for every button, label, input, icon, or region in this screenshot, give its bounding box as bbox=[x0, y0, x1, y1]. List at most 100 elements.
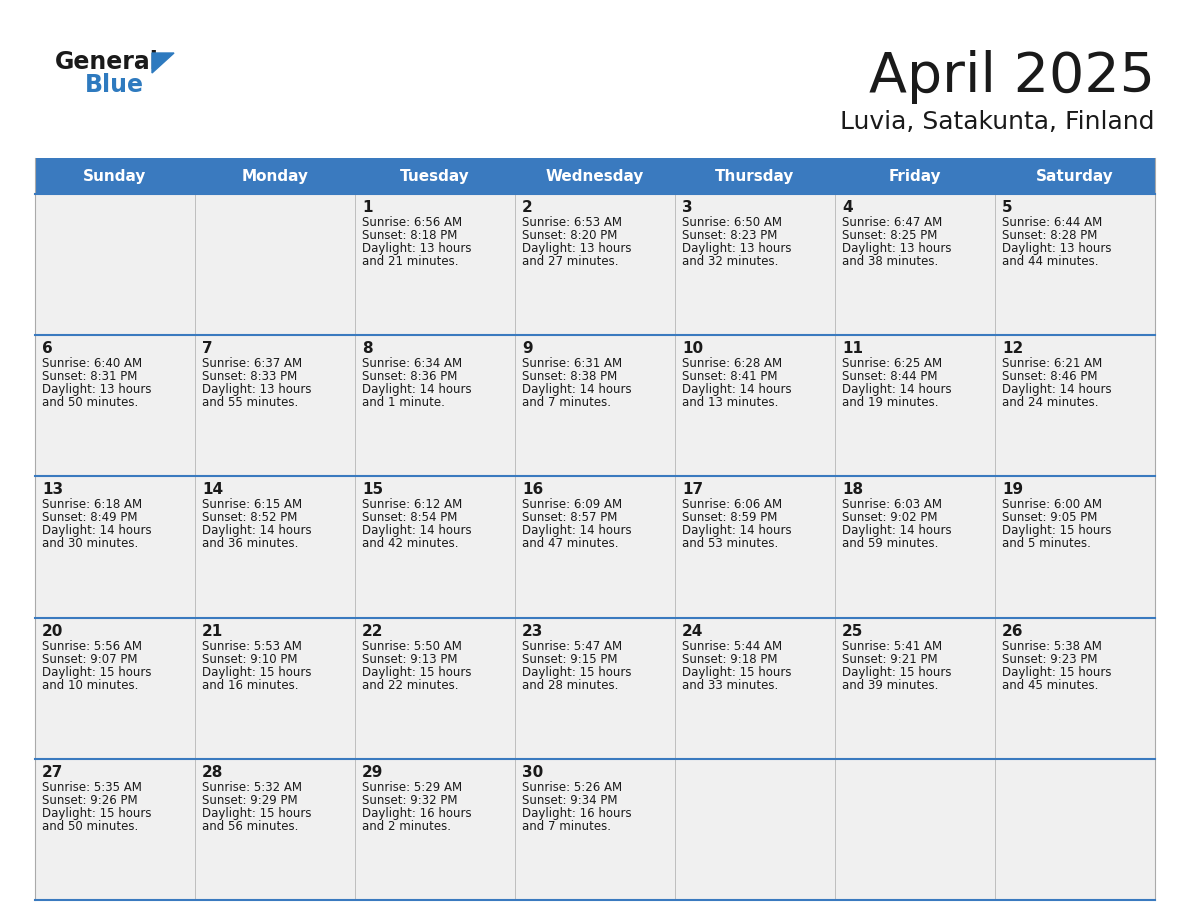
Text: and 5 minutes.: and 5 minutes. bbox=[1001, 537, 1091, 551]
Text: and 32 minutes.: and 32 minutes. bbox=[682, 255, 778, 268]
Text: Sunset: 8:20 PM: Sunset: 8:20 PM bbox=[522, 229, 618, 242]
Text: Sunrise: 5:50 AM: Sunrise: 5:50 AM bbox=[362, 640, 462, 653]
Text: Sunset: 8:23 PM: Sunset: 8:23 PM bbox=[682, 229, 777, 242]
Text: Sunset: 9:29 PM: Sunset: 9:29 PM bbox=[202, 794, 298, 807]
Text: Sunset: 8:18 PM: Sunset: 8:18 PM bbox=[362, 229, 457, 242]
Text: Sunset: 9:23 PM: Sunset: 9:23 PM bbox=[1001, 653, 1098, 666]
Text: Daylight: 14 hours: Daylight: 14 hours bbox=[202, 524, 311, 537]
Text: and 22 minutes.: and 22 minutes. bbox=[362, 678, 459, 691]
Text: Sunrise: 5:56 AM: Sunrise: 5:56 AM bbox=[42, 640, 143, 653]
Text: 21: 21 bbox=[202, 623, 223, 639]
Text: Sunset: 8:46 PM: Sunset: 8:46 PM bbox=[1001, 370, 1098, 383]
Text: 6: 6 bbox=[42, 341, 52, 356]
Text: and 21 minutes.: and 21 minutes. bbox=[362, 255, 459, 268]
Text: Sunrise: 6:06 AM: Sunrise: 6:06 AM bbox=[682, 498, 782, 511]
Text: Sunset: 8:41 PM: Sunset: 8:41 PM bbox=[682, 370, 777, 383]
Text: Daylight: 14 hours: Daylight: 14 hours bbox=[42, 524, 152, 537]
Text: Daylight: 13 hours: Daylight: 13 hours bbox=[842, 242, 952, 255]
Text: Sunrise: 5:38 AM: Sunrise: 5:38 AM bbox=[1001, 640, 1102, 653]
Text: 3: 3 bbox=[682, 200, 693, 215]
Text: Sunset: 9:32 PM: Sunset: 9:32 PM bbox=[362, 794, 457, 807]
Text: 2: 2 bbox=[522, 200, 532, 215]
Text: Daylight: 15 hours: Daylight: 15 hours bbox=[522, 666, 632, 678]
Text: and 55 minutes.: and 55 minutes. bbox=[202, 397, 298, 409]
Text: Daylight: 13 hours: Daylight: 13 hours bbox=[362, 242, 472, 255]
Text: Sunrise: 6:00 AM: Sunrise: 6:00 AM bbox=[1001, 498, 1102, 511]
Text: Sunrise: 5:35 AM: Sunrise: 5:35 AM bbox=[42, 781, 141, 794]
Text: Sunset: 8:31 PM: Sunset: 8:31 PM bbox=[42, 370, 138, 383]
Text: and 16 minutes.: and 16 minutes. bbox=[202, 678, 298, 691]
Text: 13: 13 bbox=[42, 482, 63, 498]
Text: Sunset: 8:36 PM: Sunset: 8:36 PM bbox=[362, 370, 457, 383]
Text: Sunset: 8:28 PM: Sunset: 8:28 PM bbox=[1001, 229, 1098, 242]
Text: and 33 minutes.: and 33 minutes. bbox=[682, 678, 778, 691]
Text: Daylight: 14 hours: Daylight: 14 hours bbox=[522, 524, 632, 537]
Text: Sunset: 8:54 PM: Sunset: 8:54 PM bbox=[362, 511, 457, 524]
Text: Daylight: 15 hours: Daylight: 15 hours bbox=[842, 666, 952, 678]
Text: Daylight: 16 hours: Daylight: 16 hours bbox=[362, 807, 472, 820]
Text: Daylight: 13 hours: Daylight: 13 hours bbox=[522, 242, 632, 255]
Text: Sunrise: 6:15 AM: Sunrise: 6:15 AM bbox=[202, 498, 302, 511]
Text: and 50 minutes.: and 50 minutes. bbox=[42, 397, 138, 409]
Text: Sunset: 9:13 PM: Sunset: 9:13 PM bbox=[362, 653, 457, 666]
Text: 29: 29 bbox=[362, 765, 384, 779]
Text: Sunset: 8:33 PM: Sunset: 8:33 PM bbox=[202, 370, 297, 383]
Text: 18: 18 bbox=[842, 482, 864, 498]
Text: Wednesday: Wednesday bbox=[545, 169, 644, 184]
Text: Sunset: 8:38 PM: Sunset: 8:38 PM bbox=[522, 370, 618, 383]
Text: and 45 minutes.: and 45 minutes. bbox=[1001, 678, 1099, 691]
Text: Saturday: Saturday bbox=[1036, 169, 1114, 184]
Text: Daylight: 15 hours: Daylight: 15 hours bbox=[202, 666, 311, 678]
Text: 12: 12 bbox=[1001, 341, 1023, 356]
Text: Daylight: 14 hours: Daylight: 14 hours bbox=[682, 524, 791, 537]
Text: and 36 minutes.: and 36 minutes. bbox=[202, 537, 298, 551]
Text: 26: 26 bbox=[1001, 623, 1024, 639]
Text: and 19 minutes.: and 19 minutes. bbox=[842, 397, 939, 409]
Text: Sunrise: 6:09 AM: Sunrise: 6:09 AM bbox=[522, 498, 623, 511]
Text: Sunset: 9:07 PM: Sunset: 9:07 PM bbox=[42, 653, 138, 666]
Text: Daylight: 14 hours: Daylight: 14 hours bbox=[522, 383, 632, 397]
Text: 27: 27 bbox=[42, 765, 63, 779]
Text: Sunday: Sunday bbox=[83, 169, 146, 184]
Text: 19: 19 bbox=[1001, 482, 1023, 498]
Text: Sunset: 8:25 PM: Sunset: 8:25 PM bbox=[842, 229, 937, 242]
Text: Sunrise: 6:12 AM: Sunrise: 6:12 AM bbox=[362, 498, 462, 511]
Text: Daylight: 15 hours: Daylight: 15 hours bbox=[42, 666, 152, 678]
Text: Sunrise: 5:53 AM: Sunrise: 5:53 AM bbox=[202, 640, 302, 653]
Text: and 53 minutes.: and 53 minutes. bbox=[682, 537, 778, 551]
Text: and 59 minutes.: and 59 minutes. bbox=[842, 537, 939, 551]
Text: and 47 minutes.: and 47 minutes. bbox=[522, 537, 619, 551]
Bar bbox=[34, 158, 1155, 194]
Text: 11: 11 bbox=[842, 341, 862, 356]
Text: and 39 minutes.: and 39 minutes. bbox=[842, 678, 939, 691]
Text: Sunrise: 6:25 AM: Sunrise: 6:25 AM bbox=[842, 357, 942, 370]
Text: Sunset: 9:05 PM: Sunset: 9:05 PM bbox=[1001, 511, 1098, 524]
Text: Daylight: 14 hours: Daylight: 14 hours bbox=[362, 383, 472, 397]
Text: Daylight: 14 hours: Daylight: 14 hours bbox=[362, 524, 472, 537]
Text: 23: 23 bbox=[522, 623, 543, 639]
Text: Sunset: 9:15 PM: Sunset: 9:15 PM bbox=[522, 653, 618, 666]
Text: and 10 minutes.: and 10 minutes. bbox=[42, 678, 138, 691]
Text: 24: 24 bbox=[682, 623, 703, 639]
Text: Friday: Friday bbox=[889, 169, 941, 184]
Text: Daylight: 14 hours: Daylight: 14 hours bbox=[1001, 383, 1112, 397]
Text: 16: 16 bbox=[522, 482, 543, 498]
Text: Daylight: 15 hours: Daylight: 15 hours bbox=[42, 807, 152, 820]
Text: Sunrise: 6:18 AM: Sunrise: 6:18 AM bbox=[42, 498, 143, 511]
Text: Sunset: 8:57 PM: Sunset: 8:57 PM bbox=[522, 511, 618, 524]
Text: Sunrise: 6:40 AM: Sunrise: 6:40 AM bbox=[42, 357, 143, 370]
Text: Sunrise: 5:32 AM: Sunrise: 5:32 AM bbox=[202, 781, 302, 794]
Text: Daylight: 14 hours: Daylight: 14 hours bbox=[842, 524, 952, 537]
Text: Sunrise: 5:26 AM: Sunrise: 5:26 AM bbox=[522, 781, 623, 794]
Text: and 7 minutes.: and 7 minutes. bbox=[522, 397, 611, 409]
Bar bbox=[34, 335, 1155, 476]
Text: Daylight: 15 hours: Daylight: 15 hours bbox=[682, 666, 791, 678]
Text: and 30 minutes.: and 30 minutes. bbox=[42, 537, 138, 551]
Text: Sunset: 8:44 PM: Sunset: 8:44 PM bbox=[842, 370, 937, 383]
Text: 5: 5 bbox=[1001, 200, 1012, 215]
Text: and 44 minutes.: and 44 minutes. bbox=[1001, 255, 1099, 268]
Text: 7: 7 bbox=[202, 341, 213, 356]
Text: Sunrise: 6:47 AM: Sunrise: 6:47 AM bbox=[842, 216, 942, 229]
Text: Sunrise: 6:31 AM: Sunrise: 6:31 AM bbox=[522, 357, 623, 370]
Text: Daylight: 13 hours: Daylight: 13 hours bbox=[202, 383, 311, 397]
